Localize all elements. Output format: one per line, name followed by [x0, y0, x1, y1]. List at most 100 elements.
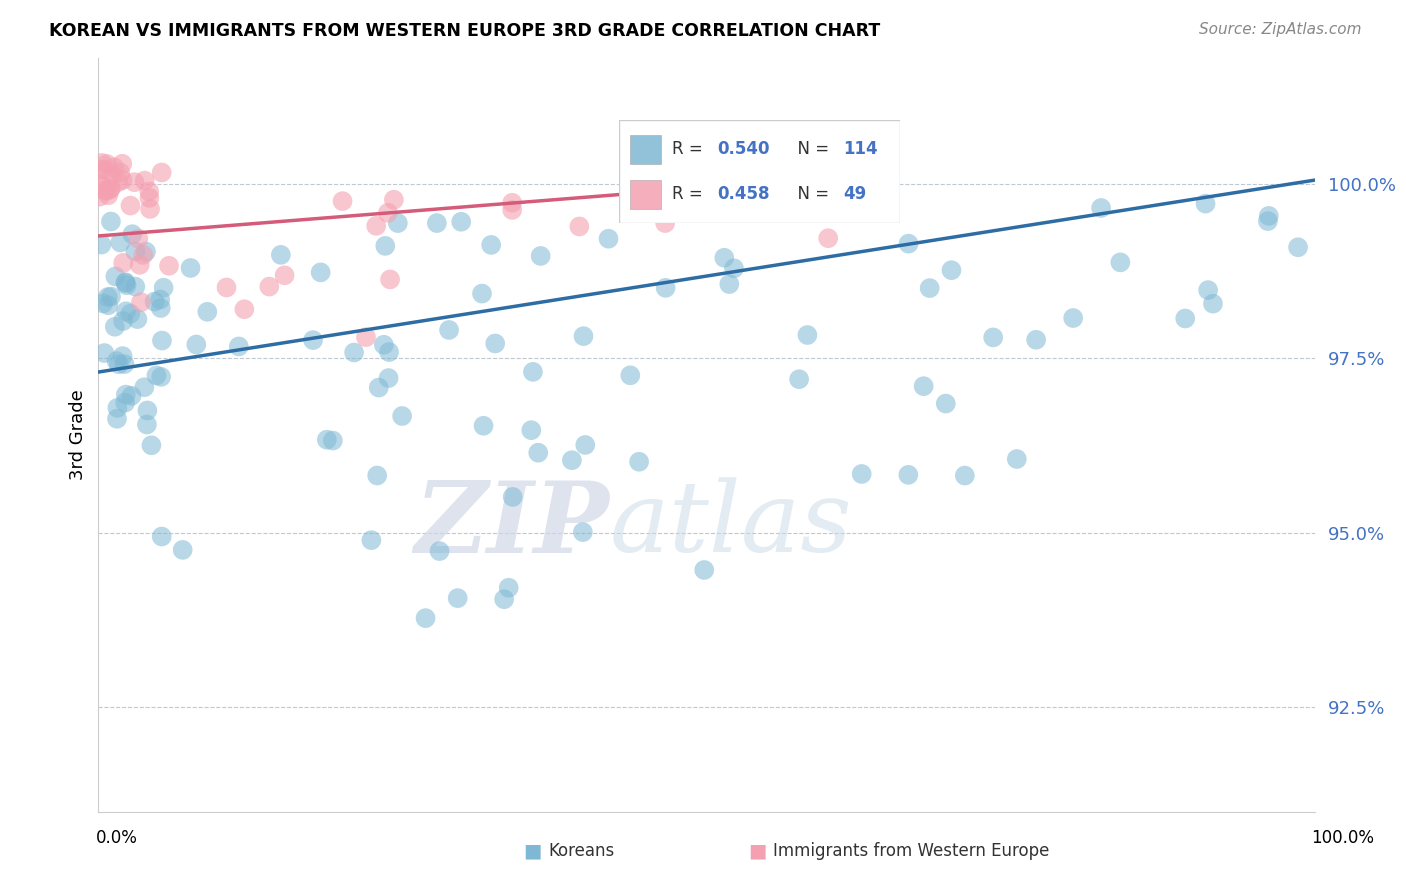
Point	[138, 191, 160, 205]
Point	[111, 157, 134, 171]
Point	[669, 168, 692, 182]
Point	[572, 329, 595, 343]
Point	[332, 194, 354, 208]
Point	[377, 371, 399, 385]
Point	[520, 423, 543, 437]
Point	[619, 368, 641, 383]
Point	[145, 368, 167, 383]
Text: ■: ■	[748, 841, 766, 860]
Point	[132, 248, 155, 262]
Point	[429, 544, 451, 558]
Point	[98, 182, 121, 196]
Point	[127, 232, 149, 246]
Point	[1109, 255, 1132, 269]
Point	[1062, 311, 1084, 326]
Text: 0.540: 0.540	[717, 140, 769, 158]
Point	[112, 256, 135, 270]
Point	[124, 175, 146, 189]
Point	[471, 286, 494, 301]
Text: R =: R =	[672, 186, 709, 203]
Point	[527, 446, 550, 460]
Point	[322, 434, 344, 448]
Point	[1257, 209, 1279, 223]
Point	[97, 290, 120, 304]
Point	[228, 339, 250, 353]
Point	[918, 281, 941, 295]
Point	[472, 418, 495, 433]
Text: 49: 49	[844, 186, 868, 203]
Point	[128, 258, 150, 272]
Point	[107, 175, 129, 189]
Text: N =: N =	[787, 186, 835, 203]
Point	[437, 323, 460, 337]
Point	[1174, 311, 1197, 326]
Point	[91, 296, 114, 310]
Point	[387, 216, 409, 230]
Point	[115, 278, 138, 293]
Point	[100, 214, 122, 228]
Text: atlas: atlas	[609, 477, 852, 573]
Point	[935, 396, 957, 410]
Point	[366, 219, 388, 233]
Point	[172, 542, 194, 557]
Point	[484, 336, 506, 351]
Point	[90, 156, 112, 170]
Point	[1286, 240, 1309, 254]
Point	[568, 219, 591, 234]
Point	[501, 195, 523, 210]
Point	[96, 184, 118, 198]
Point	[382, 193, 405, 207]
Point	[723, 261, 745, 276]
Point	[111, 173, 134, 187]
Point	[114, 395, 136, 409]
Point	[105, 411, 128, 425]
Point	[897, 236, 920, 251]
Point	[1090, 201, 1112, 215]
Point	[150, 369, 173, 384]
Point	[378, 272, 401, 286]
Point	[796, 328, 818, 343]
Point	[302, 333, 325, 347]
Point	[654, 281, 676, 295]
Point	[186, 337, 208, 351]
Point	[94, 162, 117, 177]
Point	[1202, 296, 1225, 310]
Point	[447, 591, 470, 606]
Point	[103, 161, 125, 175]
Point	[97, 298, 120, 312]
Point	[157, 259, 180, 273]
Point	[90, 237, 112, 252]
Point	[426, 216, 449, 230]
Text: KOREAN VS IMMIGRANTS FROM WESTERN EUROPE 3RD GRADE CORRELATION CHART: KOREAN VS IMMIGRANTS FROM WESTERN EUROPE…	[49, 22, 880, 40]
Point	[97, 188, 120, 202]
Point	[373, 337, 395, 351]
Point	[1194, 196, 1216, 211]
Point	[94, 183, 117, 197]
Point	[366, 468, 388, 483]
Point	[105, 354, 128, 368]
Point	[912, 379, 935, 393]
Point	[598, 232, 620, 246]
Text: Koreans: Koreans	[548, 842, 614, 860]
Point	[378, 345, 401, 359]
Point	[134, 173, 156, 187]
Point	[530, 249, 553, 263]
Text: Immigrants from Western Europe: Immigrants from Western Europe	[773, 842, 1050, 860]
Point	[498, 581, 520, 595]
Point	[104, 269, 127, 284]
Text: 0.0%: 0.0%	[96, 829, 138, 847]
Point	[479, 238, 502, 252]
Text: R =: R =	[672, 140, 709, 158]
Point	[114, 276, 136, 290]
Point	[121, 389, 143, 403]
Point	[141, 438, 163, 452]
Point	[1257, 214, 1279, 228]
Point	[149, 293, 172, 307]
Bar	[630, 180, 661, 209]
Point	[124, 244, 146, 259]
Point	[111, 349, 134, 363]
Point	[522, 365, 544, 379]
Point	[981, 330, 1004, 344]
Point	[360, 533, 382, 548]
Point	[96, 157, 118, 171]
